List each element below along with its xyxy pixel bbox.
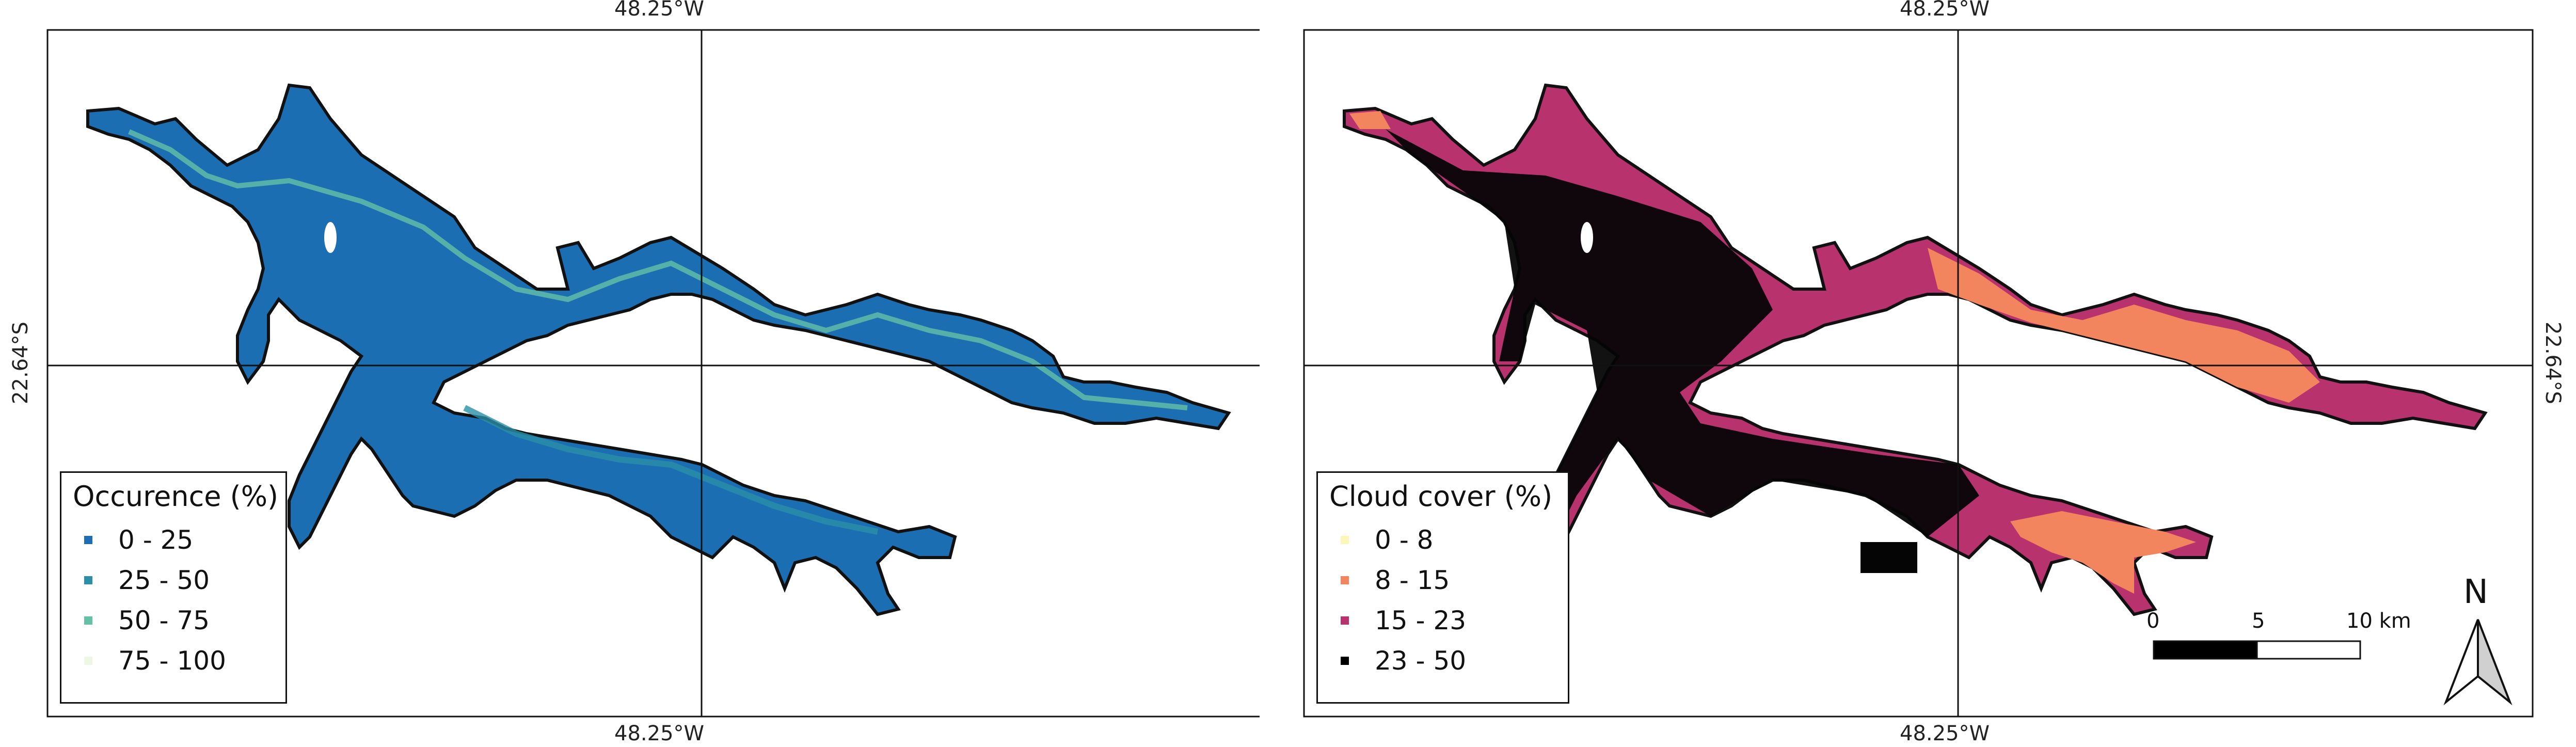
right-bottom-longitude-label: 48.25°W (1900, 722, 1990, 745)
right-legend: Cloud cover (%) 0 - 8 8 - 15 15 - 23 23 … (1316, 471, 1569, 704)
left-top-longitude-label: 48.25°W (614, 0, 705, 21)
legend-swatch (1341, 576, 1349, 584)
legend-label: 0 - 25 (118, 525, 194, 555)
legend-label: 50 - 75 (118, 606, 210, 635)
legend-swatch (1341, 657, 1349, 665)
right-map-panel: 48.25°W 48.25°W 22.64°S Cloud cover (%) … (1296, 0, 2565, 747)
scale-bar (2153, 635, 2370, 661)
left-legend-title: Occurence (%) (73, 480, 279, 513)
legend-label: 23 - 50 (1375, 646, 1467, 676)
legend-label: 8 - 15 (1375, 565, 1450, 595)
left-bottom-longitude-label: 48.25°W (614, 722, 705, 745)
left-legend-item: 75 - 100 (73, 641, 272, 681)
north-label: N (2463, 573, 2488, 611)
left-legend-item: 50 - 75 (73, 600, 272, 641)
north-arrow-icon (2443, 619, 2513, 706)
right-legend-item: 0 - 8 (1329, 520, 1554, 560)
right-top-longitude-label: 48.25°W (1900, 0, 1990, 21)
scale-label-5: 5 (2252, 609, 2265, 633)
legend-swatch (84, 616, 92, 625)
north-arrow: N (2442, 573, 2514, 718)
right-reservoir-shape (1343, 83, 2488, 616)
right-legend-item: 23 - 50 (1329, 641, 1554, 681)
scale-label-10km: 10 km (2346, 609, 2411, 633)
legend-swatch (1341, 616, 1349, 625)
legend-label: 0 - 8 (1375, 525, 1434, 555)
left-legend-item: 0 - 25 (73, 520, 272, 560)
legend-swatch (84, 536, 92, 544)
scale-label-0: 0 (2146, 609, 2160, 633)
legend-label: 15 - 23 (1375, 606, 1467, 635)
legend-swatch (84, 576, 92, 584)
legend-label: 75 - 100 (118, 646, 226, 676)
left-map-panel: 48.25°W 48.25°W 22.64°S Occurence (%) 0 … (0, 0, 1260, 747)
right-legend-item: 8 - 15 (1329, 560, 1554, 600)
legend-label: 25 - 50 (118, 565, 210, 595)
legend-swatch (1341, 536, 1349, 544)
right-legend-title: Cloud cover (%) (1329, 480, 1553, 513)
right-map-frame (1303, 29, 2534, 718)
legend-swatch (84, 657, 92, 665)
left-legend-item: 25 - 50 (73, 560, 272, 600)
left-reservoir-shape (86, 83, 1231, 616)
left-legend: Occurence (%) 0 - 25 25 - 50 50 - 75 75 … (60, 471, 287, 704)
right-legend-item: 15 - 23 (1329, 600, 1554, 641)
